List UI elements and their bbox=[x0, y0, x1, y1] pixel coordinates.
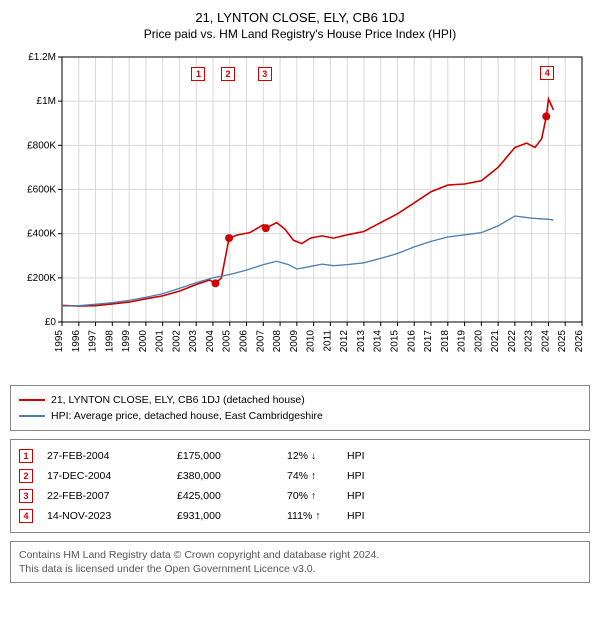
svg-text:2017: 2017 bbox=[423, 330, 434, 353]
transaction-price: £425,000 bbox=[177, 486, 287, 506]
svg-text:£200K: £200K bbox=[27, 273, 56, 284]
transaction-date: 22-FEB-2007 bbox=[47, 486, 177, 506]
svg-text:2002: 2002 bbox=[171, 330, 182, 353]
svg-text:2003: 2003 bbox=[188, 330, 199, 353]
legend-item: HPI: Average price, detached house, East… bbox=[19, 408, 581, 424]
svg-text:2015: 2015 bbox=[389, 330, 400, 353]
svg-text:2020: 2020 bbox=[473, 330, 484, 353]
attribution: Contains HM Land Registry data © Crown c… bbox=[10, 541, 590, 583]
legend-item: 21, LYNTON CLOSE, ELY, CB6 1DJ (detached… bbox=[19, 392, 581, 408]
svg-text:2001: 2001 bbox=[155, 330, 166, 353]
transaction-date: 27-FEB-2004 bbox=[47, 446, 177, 466]
transaction-delta: 70% ↑ bbox=[287, 486, 347, 506]
chart-marker-badge: 3 bbox=[258, 67, 272, 81]
transaction-badge: 1 bbox=[19, 449, 33, 463]
svg-text:1997: 1997 bbox=[88, 330, 99, 353]
svg-text:2008: 2008 bbox=[272, 330, 283, 353]
transaction-badge: 3 bbox=[19, 489, 33, 503]
svg-text:2026: 2026 bbox=[574, 330, 585, 353]
svg-text:2005: 2005 bbox=[222, 330, 233, 353]
transaction-date: 17-DEC-2004 bbox=[47, 466, 177, 486]
transaction-vs: HPI bbox=[347, 486, 397, 506]
svg-text:2025: 2025 bbox=[557, 330, 568, 353]
svg-text:£0: £0 bbox=[45, 317, 57, 328]
svg-text:2006: 2006 bbox=[239, 330, 250, 353]
transaction-badge: 2 bbox=[19, 469, 33, 483]
transaction-price: £175,000 bbox=[177, 446, 287, 466]
svg-text:1999: 1999 bbox=[121, 330, 132, 353]
svg-text:£800K: £800K bbox=[27, 140, 56, 151]
transaction-row: 1 27-FEB-2004£175,00012% ↓HPI bbox=[19, 446, 581, 466]
transaction-price: £931,000 bbox=[177, 506, 287, 526]
svg-text:2018: 2018 bbox=[440, 330, 451, 353]
svg-text:1998: 1998 bbox=[104, 330, 115, 353]
transaction-vs: HPI bbox=[347, 506, 397, 526]
transaction-delta: 12% ↓ bbox=[287, 446, 347, 466]
line-chart: £0 £200K £400K £600K £800K £1M £1.2M 1995 1996 19… bbox=[10, 47, 590, 377]
svg-text:2013: 2013 bbox=[356, 330, 367, 353]
svg-text:2010: 2010 bbox=[306, 330, 317, 353]
svg-text:2016: 2016 bbox=[406, 330, 417, 353]
legend-label: HPI: Average price, detached house, East… bbox=[51, 408, 323, 424]
transaction-row: 2 17-DEC-2004£380,00074% ↑HPI bbox=[19, 466, 581, 486]
chart-marker-badge: 1 bbox=[191, 67, 205, 81]
svg-text:£400K: £400K bbox=[27, 229, 56, 240]
svg-text:2021: 2021 bbox=[490, 330, 501, 353]
figure-container: 21, LYNTON CLOSE, ELY, CB6 1DJ Price pai… bbox=[0, 0, 600, 589]
transaction-row: 3 22-FEB-2007£425,00070% ↑HPI bbox=[19, 486, 581, 506]
chart-title: 21, LYNTON CLOSE, ELY, CB6 1DJ bbox=[10, 10, 590, 25]
svg-text:2009: 2009 bbox=[289, 330, 300, 353]
svg-text:2011: 2011 bbox=[322, 330, 333, 352]
svg-text:2007: 2007 bbox=[255, 330, 266, 353]
svg-text:2019: 2019 bbox=[457, 330, 468, 353]
transaction-price: £380,000 bbox=[177, 466, 287, 486]
transaction-delta: 111% ↑ bbox=[287, 506, 347, 526]
chart-area: £0 £200K £400K £600K £800K £1M £1.2M 1995 1996 19… bbox=[10, 47, 590, 377]
transaction-vs: HPI bbox=[347, 466, 397, 486]
svg-text:2000: 2000 bbox=[138, 330, 149, 353]
svg-text:1996: 1996 bbox=[71, 330, 82, 353]
transactions-table: 127-FEB-2004£175,00012% ↓HPI217-DEC-2004… bbox=[10, 439, 590, 533]
chart-marker-badge: 4 bbox=[540, 66, 554, 80]
legend-swatch bbox=[19, 399, 45, 401]
chart-subtitle: Price paid vs. HM Land Registry's House … bbox=[10, 27, 590, 41]
transaction-badge: 4 bbox=[19, 509, 33, 523]
transaction-date: 14-NOV-2023 bbox=[47, 506, 177, 526]
svg-text:1995: 1995 bbox=[54, 330, 65, 353]
attribution-line: Contains HM Land Registry data © Crown c… bbox=[19, 548, 581, 562]
svg-text:2024: 2024 bbox=[540, 330, 551, 353]
transaction-vs: HPI bbox=[347, 446, 397, 466]
chart-marker-badge: 2 bbox=[221, 67, 235, 81]
legend-label: 21, LYNTON CLOSE, ELY, CB6 1DJ (detached… bbox=[51, 392, 305, 408]
svg-text:2022: 2022 bbox=[507, 330, 518, 353]
svg-text:£1M: £1M bbox=[37, 96, 56, 107]
legend: 21, LYNTON CLOSE, ELY, CB6 1DJ (detached… bbox=[10, 385, 590, 431]
legend-swatch bbox=[19, 415, 45, 417]
svg-text:£1.2M: £1.2M bbox=[28, 52, 56, 63]
svg-text:2023: 2023 bbox=[524, 330, 535, 353]
svg-text:2012: 2012 bbox=[339, 330, 350, 353]
svg-text:2014: 2014 bbox=[373, 330, 384, 353]
attribution-line: This data is licensed under the Open Gov… bbox=[19, 562, 581, 576]
transaction-row: 4 14-NOV-2023£931,000111% ↑HPI bbox=[19, 506, 581, 526]
transaction-delta: 74% ↑ bbox=[287, 466, 347, 486]
svg-text:£600K: £600K bbox=[27, 185, 56, 196]
svg-text:2004: 2004 bbox=[205, 330, 216, 353]
